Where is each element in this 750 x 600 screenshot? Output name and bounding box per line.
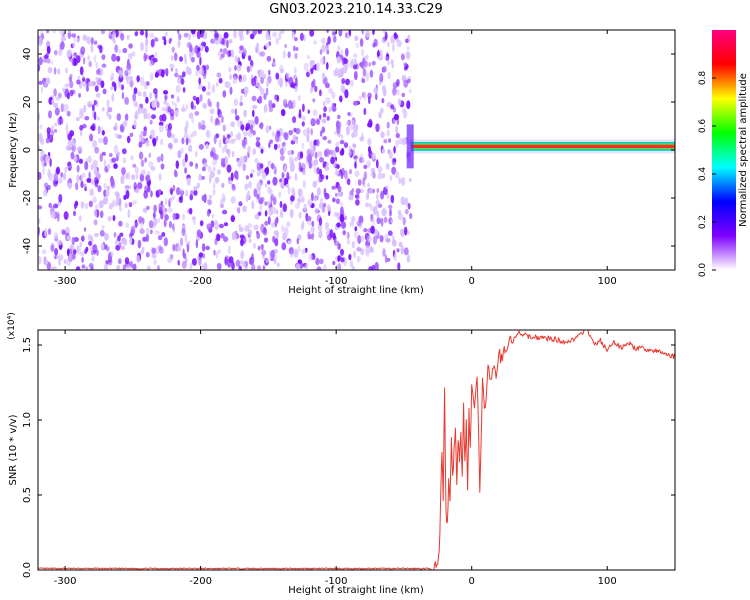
colorbar-ticks: 0.0 0.2 0.4 0.6 0.8 bbox=[698, 71, 716, 278]
snr-y-tick-label: 0.5 bbox=[22, 487, 33, 503]
colorbar-tick-label: 0.2 bbox=[698, 215, 708, 229]
spectrogram-signal-band bbox=[406, 124, 675, 169]
spectrogram-x-tick-label: -300 bbox=[54, 276, 77, 287]
snr-y-tick-label: 1.0 bbox=[22, 412, 33, 428]
snr-x-ticks: -300 -200 -100 0 100 bbox=[54, 330, 617, 587]
snr-y-ticks: 0.0 0.5 1.0 1.5 bbox=[22, 337, 675, 578]
spectrogram-y-tick-label: 0 bbox=[22, 147, 33, 153]
snr-series-line bbox=[38, 330, 675, 570]
spectrogram-y-tick-label: 40 bbox=[22, 48, 33, 61]
snr-content bbox=[38, 330, 675, 570]
spectrogram-content bbox=[38, 30, 675, 270]
colorbar-tick-label: 0.0 bbox=[698, 263, 708, 278]
spectrogram-x-tick-label: 100 bbox=[598, 276, 617, 287]
figure-title: GN03.2023.210.14.33.C29 bbox=[269, 2, 443, 17]
snr-x-tick-label: -200 bbox=[189, 576, 212, 587]
spectrogram-y-tick-label: -20 bbox=[22, 190, 33, 206]
snr-y-tick-label: 1.5 bbox=[22, 337, 33, 353]
snr-x-tick-label: 100 bbox=[598, 576, 617, 587]
snr-y-tick-label: 0.0 bbox=[22, 562, 33, 578]
colorbar: 0.0 0.2 0.4 0.6 0.8 Normalized spectral ampl… bbox=[698, 30, 749, 277]
colorbar-tick-label: 0.4 bbox=[698, 167, 708, 182]
spectrogram-y-tick-label: -40 bbox=[22, 238, 33, 254]
snr-panel: -300 -200 -100 0 100 0.0 0.5 1.0 1.5 (x10⁴) Hei… bbox=[7, 312, 676, 596]
spectrogram-y-ticks: -40 -20 0 20 40 bbox=[22, 48, 675, 254]
spectrogram-x-label: Height of straight line (km) bbox=[288, 285, 424, 296]
spectrogram-x-ticks: -300 -200 -100 0 100 bbox=[54, 30, 617, 287]
colorbar-label: Normalized spectral amplitude bbox=[738, 73, 749, 227]
snr-y-multiplier: (x10⁴) bbox=[7, 312, 17, 339]
snr-x-label: Height of straight line (km) bbox=[288, 585, 424, 596]
spectrogram-x-tick-label: -100 bbox=[325, 276, 348, 287]
spectrogram-noise bbox=[38, 30, 413, 270]
spectrogram-y-label: Frequency (Hz) bbox=[8, 112, 19, 188]
snr-x-tick-label: -300 bbox=[54, 576, 77, 587]
snr-x-tick-label: 0 bbox=[469, 576, 475, 587]
colorbar-tick-label: 0.6 bbox=[698, 119, 708, 134]
spectrogram-x-tick-label: 0 bbox=[469, 276, 475, 287]
spectrogram-y-tick-label: 20 bbox=[22, 96, 33, 109]
colorbar-tick-label: 0.8 bbox=[698, 71, 708, 86]
snr-x-tick-label: -100 bbox=[325, 576, 348, 587]
snr-y-label: SNR (10 * v/v) bbox=[8, 414, 19, 485]
colorbar-gradient bbox=[712, 30, 736, 270]
snr-frame bbox=[37, 329, 676, 571]
spectrogram-x-tick-label: -200 bbox=[189, 276, 212, 287]
